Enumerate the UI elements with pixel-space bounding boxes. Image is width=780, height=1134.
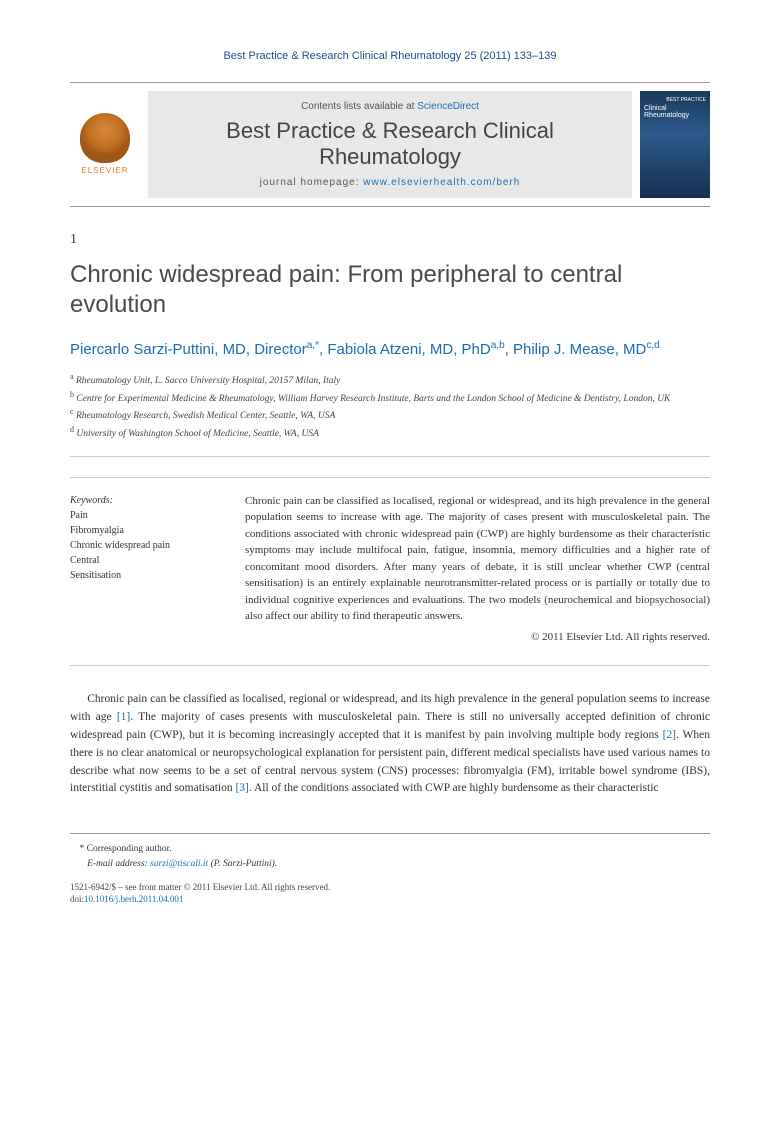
keywords-label: Keywords: [70,493,220,508]
section-number: 1 [70,232,710,248]
doi-line: doi:10.1016/j.berh.2011.04.001 [70,893,710,906]
keyword-1: Pain [70,508,220,523]
cover-top-text: BEST PRACTICE [644,97,706,103]
ref-3[interactable]: [3] [235,782,248,794]
doi-link[interactable]: 10.1016/j.berh.2011.04.001 [84,894,183,904]
keyword-3: Chronic widespread pain [70,538,220,553]
affiliation-a: a Rheumatology Unit, L. Sacco University… [70,371,710,388]
homepage-prefix: journal homepage: [260,177,364,188]
author-2-role: MD, PhD [430,341,491,358]
cover-title-text: Clinical Rheumatology [644,105,706,119]
footer-meta: 1521-6942/$ – see front matter © 2011 El… [70,881,710,906]
email-link[interactable]: sarzi@tiscali.it [150,859,208,869]
abstract-block: Keywords: Pain Fibromyalgia Chronic wide… [70,477,710,667]
author-2[interactable]: Fabiola Atzeni [327,341,421,358]
author-1-role: MD, Director [223,341,307,358]
article-title: Chronic widespread pain: From peripheral… [70,260,710,320]
body-paragraph-1: Chronic pain can be classified as locali… [70,691,710,798]
author-3-role: MD [623,341,646,358]
email-author-name: (P. Sarzi-Puttini). [211,859,278,869]
authors-line: Piercarlo Sarzi-Puttini, MD, Directora,*… [70,338,710,362]
page-container: Best Practice & Research Clinical Rheuma… [0,0,780,946]
abstract-text: Chronic pain can be classified as locali… [245,495,710,623]
homepage-line: journal homepage: www.elsevierhealth.com… [163,177,617,188]
keyword-2: Fibromyalgia [70,523,220,538]
email-label: E-mail address: [87,859,148,869]
author-3[interactable]: Philip J. Mease [513,341,615,358]
banner-center: Contents lists available at ScienceDirec… [148,91,632,198]
author-3-sup: c,d [646,340,659,351]
abstract-column: Chronic pain can be classified as locali… [245,493,710,646]
elsevier-logo[interactable]: ELSEVIER [70,91,140,198]
corresponding-author-label: * Corresponding author. [70,842,710,856]
elsevier-label: ELSEVIER [81,166,128,175]
affiliation-b: b Centre for Experimental Medicine & Rhe… [70,389,710,406]
issn-line: 1521-6942/$ – see front matter © 2011 El… [70,881,710,894]
author-2-sup: a,b [491,340,505,351]
footer-block: * Corresponding author. E-mail address: … [70,833,710,906]
journal-name: Best Practice & Research Clinical Rheuma… [163,118,617,171]
abstract-copyright: © 2011 Elsevier Ltd. All rights reserved… [245,629,710,646]
affiliation-d: d University of Washington School of Med… [70,424,710,441]
author-1-sup: a,* [307,340,319,351]
keywords-column: Keywords: Pain Fibromyalgia Chronic wide… [70,493,220,646]
contents-available-line: Contents lists available at ScienceDirec… [163,101,617,112]
author-1[interactable]: Piercarlo Sarzi-Puttini [70,341,214,358]
email-line: E-mail address: sarzi@tiscali.it (P. Sar… [70,857,710,871]
elsevier-tree-icon [80,113,130,163]
ref-1[interactable]: [1] [117,711,130,723]
affiliations-block: a Rheumatology Unit, L. Sacco University… [70,371,710,457]
homepage-link[interactable]: www.elsevierhealth.com/berh [363,177,520,188]
ref-2[interactable]: [2] [663,729,676,741]
contents-prefix: Contents lists available at [301,101,417,112]
journal-cover-thumbnail[interactable]: BEST PRACTICE Clinical Rheumatology [640,91,710,198]
sciencedirect-link[interactable]: ScienceDirect [417,101,479,112]
keyword-4: Central [70,553,220,568]
affiliation-c: c Rheumatology Research, Swedish Medical… [70,406,710,423]
journal-banner: ELSEVIER Contents lists available at Sci… [70,82,710,207]
keyword-5: Sensitisation [70,568,220,583]
journal-citation-header: Best Practice & Research Clinical Rheuma… [70,50,710,62]
